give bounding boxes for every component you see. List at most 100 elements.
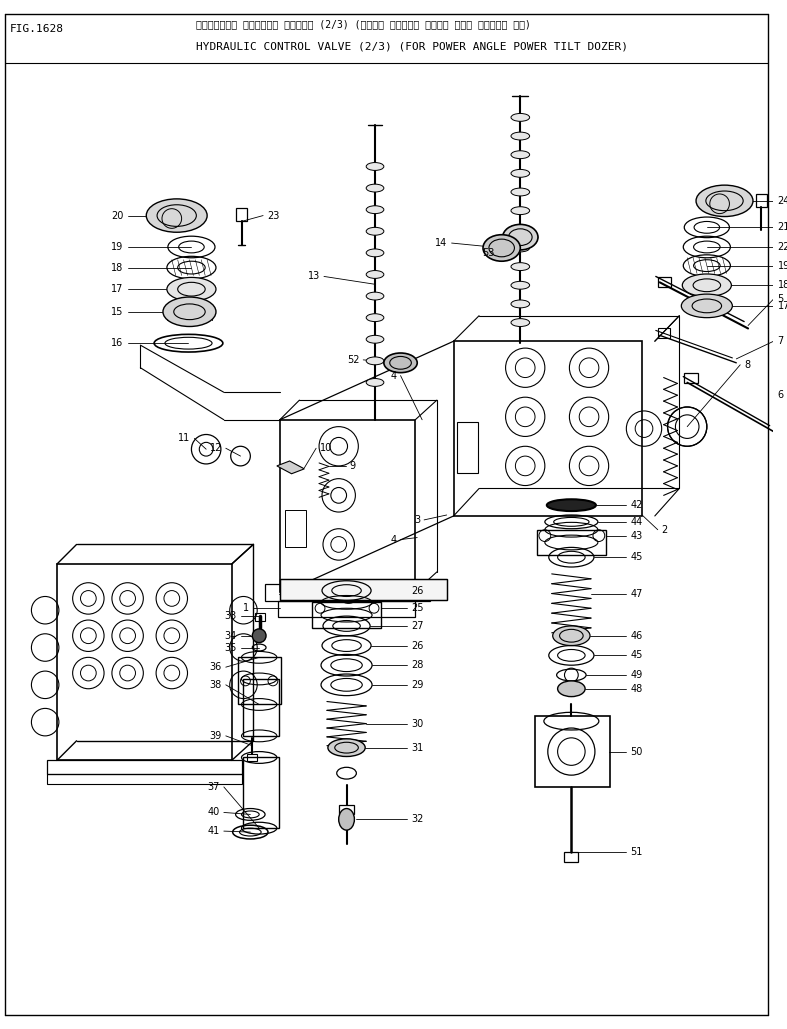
Ellipse shape (511, 151, 530, 158)
Text: 26: 26 (412, 641, 423, 650)
Bar (47, 760, 242, 774)
Ellipse shape (511, 207, 530, 215)
Text: 28: 28 (412, 661, 423, 670)
Text: 45: 45 (630, 650, 643, 661)
Bar (265, 583, 430, 601)
Ellipse shape (366, 163, 384, 171)
Ellipse shape (511, 188, 530, 196)
Text: 25: 25 (412, 603, 424, 613)
Text: 30: 30 (412, 719, 423, 730)
Text: 53: 53 (482, 248, 495, 258)
Bar (280, 578, 447, 600)
Text: 43: 43 (630, 531, 642, 540)
Text: 7: 7 (778, 336, 784, 346)
Ellipse shape (511, 244, 530, 252)
Text: 10: 10 (320, 443, 332, 453)
Ellipse shape (552, 626, 590, 645)
Text: 38: 38 (209, 680, 222, 689)
Text: 4: 4 (390, 370, 397, 381)
Text: 18: 18 (778, 280, 787, 290)
Text: 1: 1 (243, 603, 249, 613)
Text: 51: 51 (630, 847, 643, 857)
Bar (238, 658, 281, 705)
Text: 48: 48 (630, 683, 642, 694)
Circle shape (253, 629, 266, 643)
Polygon shape (277, 461, 305, 473)
Ellipse shape (328, 739, 365, 756)
Bar (243, 679, 279, 736)
Ellipse shape (511, 132, 530, 140)
Ellipse shape (167, 278, 216, 300)
Text: 3: 3 (414, 514, 420, 525)
Bar (658, 278, 671, 287)
Bar (280, 578, 447, 600)
Bar (247, 753, 257, 761)
Ellipse shape (163, 297, 216, 326)
Text: 35: 35 (224, 642, 237, 652)
Text: 20: 20 (111, 211, 124, 220)
Bar (535, 716, 610, 787)
Text: 15: 15 (111, 307, 124, 317)
Bar (338, 805, 354, 814)
Bar (564, 852, 578, 861)
Text: ハイトゝロック コントロール ハゝルフゝ (2/3) (ハゝワー アンクゝル ハゝワー チルト トゝーサー ヨウ): ハイトゝロック コントロール ハゝルフゝ (2/3) (ハゝワー アンクゝル ハ… (196, 20, 531, 29)
Bar (312, 602, 381, 628)
Ellipse shape (366, 314, 384, 322)
Text: 14: 14 (435, 238, 448, 248)
Text: 33: 33 (224, 611, 237, 622)
Bar (453, 342, 642, 516)
Text: 13: 13 (308, 272, 320, 282)
Text: 9: 9 (349, 461, 356, 471)
Text: HYDRAULIC CONTROL VALVE (2/3) (FOR POWER ANGLE POWER TILT DOZER): HYDRAULIC CONTROL VALVE (2/3) (FOR POWER… (196, 42, 628, 51)
Text: 21: 21 (778, 222, 787, 233)
Text: 37: 37 (208, 782, 220, 792)
Ellipse shape (366, 357, 384, 365)
Text: 6: 6 (778, 390, 784, 400)
Ellipse shape (511, 113, 530, 121)
Bar (278, 601, 416, 617)
Ellipse shape (366, 249, 384, 257)
Text: 19: 19 (112, 242, 124, 252)
Text: 17: 17 (111, 284, 124, 294)
Bar (456, 422, 478, 472)
Ellipse shape (511, 319, 530, 326)
Ellipse shape (511, 225, 530, 234)
Text: 41: 41 (208, 826, 220, 837)
Bar (285, 510, 306, 547)
Text: 45: 45 (630, 553, 643, 562)
Text: 34: 34 (224, 631, 237, 641)
Text: 24: 24 (778, 196, 787, 206)
Text: 4: 4 (390, 534, 397, 544)
Text: 32: 32 (412, 814, 423, 824)
Text: 46: 46 (630, 631, 642, 641)
Ellipse shape (558, 681, 585, 697)
Bar (243, 757, 279, 828)
Text: 23: 23 (267, 211, 279, 220)
Bar (537, 530, 606, 556)
Ellipse shape (682, 294, 733, 318)
Text: 36: 36 (209, 662, 222, 672)
Bar (658, 328, 670, 339)
Text: 29: 29 (412, 680, 423, 689)
Ellipse shape (366, 335, 384, 344)
Text: 47: 47 (630, 589, 643, 599)
Ellipse shape (366, 271, 384, 279)
Bar (255, 613, 265, 622)
Ellipse shape (366, 292, 384, 300)
Text: 2: 2 (662, 525, 668, 535)
Bar (57, 564, 231, 760)
Ellipse shape (338, 809, 354, 830)
Text: 26: 26 (412, 586, 423, 596)
Text: 22: 22 (778, 242, 787, 252)
Ellipse shape (696, 185, 753, 216)
Ellipse shape (511, 262, 530, 271)
Bar (235, 208, 247, 221)
Text: 5: 5 (778, 294, 784, 304)
Ellipse shape (547, 499, 596, 511)
Bar (756, 194, 767, 207)
Ellipse shape (503, 224, 538, 250)
Ellipse shape (483, 235, 520, 261)
Ellipse shape (366, 206, 384, 214)
Text: 27: 27 (412, 620, 424, 631)
Text: 17: 17 (778, 300, 787, 311)
